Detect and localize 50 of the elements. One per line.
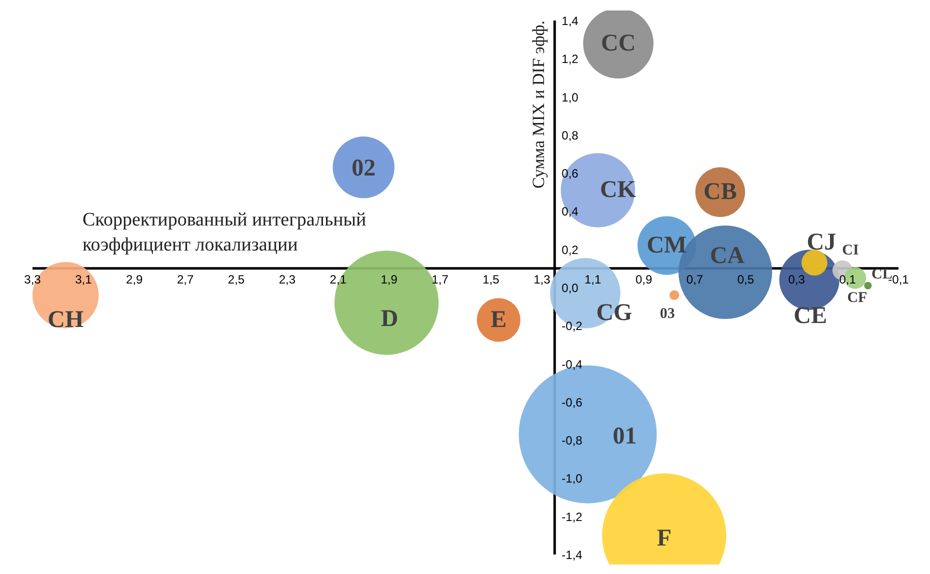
- y-tick-label: 0,4: [562, 204, 579, 219]
- series-label: D: [380, 306, 398, 332]
- series-label: F: [656, 525, 672, 552]
- y-tick-label: 0,2: [562, 242, 579, 257]
- series-label: CB: [704, 179, 737, 206]
- x-tick-label: 1,5: [482, 272, 500, 286]
- series-label: CM: [646, 232, 687, 259]
- x-tick-label: 0,1: [839, 272, 856, 286]
- series-label: 02: [352, 155, 376, 182]
- y-tick-label: -1,2: [562, 510, 583, 524]
- series-label: CI: [842, 242, 859, 258]
- x-tick-label: 0,3: [788, 272, 806, 286]
- series-label: CA: [710, 243, 746, 270]
- series-label: 03: [660, 306, 675, 322]
- y-tick-label: 0,6: [562, 166, 579, 181]
- y-tick-label: -0,8: [562, 434, 583, 448]
- y-tick-label: 1,0: [562, 90, 579, 104]
- x-tick-label: 3,3: [24, 272, 42, 286]
- x-tick-label: 1,9: [380, 272, 398, 286]
- series-label: CJ: [806, 230, 836, 256]
- x-axis-title: Скорректированный интегральный коэффициент локализации: [82, 209, 366, 256]
- x-tick-label: 2,9: [126, 272, 144, 286]
- y-tick-label: 0,8: [562, 128, 579, 142]
- series-label: CG: [596, 300, 633, 326]
- x-tick-label: 0,7: [686, 272, 704, 286]
- x-tick-label: 0,9: [635, 272, 652, 286]
- series-label: CC: [600, 30, 636, 56]
- y-tick-label: -1,0: [562, 472, 583, 486]
- y-tick-label: 0,0: [562, 281, 579, 295]
- y-tick-label: -1,4: [562, 548, 583, 562]
- x-tick-label: 2,5: [228, 272, 245, 286]
- series-label: 01: [612, 423, 637, 450]
- x-tick-label: 2,1: [330, 272, 347, 286]
- y-tick-label: -0,4: [562, 357, 583, 372]
- x-tick-label: 1,7: [432, 272, 449, 286]
- series-label: E: [490, 306, 507, 333]
- series-label: CF: [847, 290, 868, 306]
- y-axis-title: Сумма MIX и DIF эфф.: [529, 20, 548, 189]
- x-tick-label: 1,3: [534, 272, 551, 286]
- y-tick-label: -0,2: [562, 319, 583, 334]
- x-tick-label: 2,7: [176, 272, 194, 286]
- y-tick-label: 1,4: [562, 14, 579, 28]
- y-tick-label: 1,2: [562, 52, 579, 66]
- series-label: CH: [48, 307, 84, 334]
- series-label: CE: [794, 302, 828, 329]
- x-tick-label: 3,1: [75, 272, 92, 286]
- x-tick-label: 0,5: [737, 272, 754, 286]
- x-tick-label: 1,1: [584, 272, 602, 286]
- y-tick-label: -0,6: [562, 395, 583, 410]
- x-tick-label: 2,3: [278, 272, 296, 286]
